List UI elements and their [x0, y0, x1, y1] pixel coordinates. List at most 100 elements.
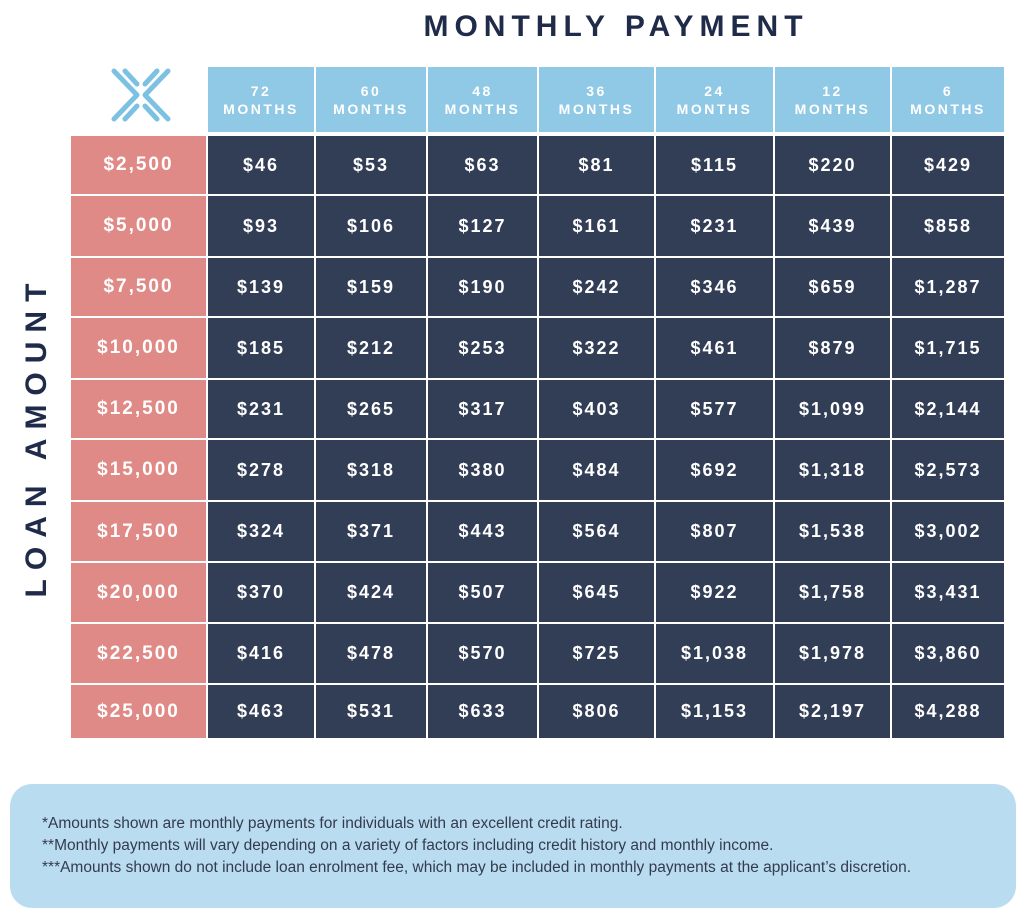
payment-value-cell: $4,288 [892, 685, 1004, 738]
column-header-unit: MONTHS [794, 100, 871, 117]
column-header: 72 MONTHS [208, 67, 314, 132]
payment-value-cell: $115 [656, 136, 773, 194]
payment-value-cell: $1,318 [775, 440, 890, 500]
column-header-unit: MONTHS [444, 100, 521, 117]
column-header: 24 MONTHS [656, 67, 773, 132]
payment-value-cell: $3,860 [892, 624, 1004, 683]
payment-value-cell: $231 [208, 380, 314, 438]
payment-value-cell: $53 [316, 136, 426, 194]
loan-amount-label: $5,000 [71, 196, 206, 256]
chart-title: MONTHLY PAYMENT [423, 10, 809, 43]
payment-value-cell: $484 [539, 440, 654, 500]
payment-value-cell: $139 [208, 258, 314, 316]
column-header: 12 MONTHS [775, 67, 890, 132]
loan-amount-label: $7,500 [71, 258, 206, 316]
payment-value-cell: $1,538 [775, 502, 890, 561]
payment-value-cell: $242 [539, 258, 654, 316]
column-header-number: 72 [250, 82, 272, 99]
butterfly-logo-icon [111, 68, 171, 122]
payment-value-cell: $1,758 [775, 563, 890, 622]
payment-value-cell: $443 [428, 502, 537, 561]
loan-amount-label: $25,000 [71, 685, 206, 738]
column-header-unit: MONTHS [223, 100, 299, 117]
payment-value-cell: $1,038 [656, 624, 773, 683]
payment-value-cell: $2,144 [892, 380, 1004, 438]
column-header-number: 60 [360, 82, 382, 99]
loan-amount-label: $12,500 [71, 380, 206, 438]
payment-value-cell: $380 [428, 440, 537, 500]
payment-value-cell: $439 [775, 196, 890, 256]
payment-value-cell: $2,197 [775, 685, 890, 738]
column-header-number: 6 [942, 82, 954, 99]
payment-value-cell: $159 [316, 258, 426, 316]
payment-value-cell: $461 [656, 318, 773, 378]
payment-value-cell: $577 [656, 380, 773, 438]
payment-value-cell: $3,431 [892, 563, 1004, 622]
payment-value-cell: $1,978 [775, 624, 890, 683]
payment-value-cell: $220 [775, 136, 890, 194]
payment-value-cell: $858 [892, 196, 1004, 256]
loan-amount-label: $20,000 [71, 563, 206, 622]
column-header-unit: MONTHS [910, 100, 986, 117]
payment-value-cell: $322 [539, 318, 654, 378]
column-header-number: 12 [822, 82, 843, 99]
payment-value-cell: $807 [656, 502, 773, 561]
payment-value-cell: $93 [208, 196, 314, 256]
footnote: ***Amounts shown do not include loan enr… [42, 859, 912, 876]
payment-value-cell: $46 [208, 136, 314, 194]
column-header: 60 MONTHS [316, 67, 426, 132]
payment-value-cell: $81 [539, 136, 654, 194]
loan-amount-label: $15,000 [71, 440, 206, 500]
loan-amount-label: $22,500 [71, 624, 206, 683]
payment-value-cell: $265 [316, 380, 426, 438]
payment-value-cell: $346 [656, 258, 773, 316]
payment-value-cell: $403 [539, 380, 654, 438]
payment-value-cell: $1,153 [656, 685, 773, 738]
payment-value-cell: $231 [656, 196, 773, 256]
loan-amount-label: $17,500 [71, 502, 206, 561]
payment-value-cell: $3,002 [892, 502, 1004, 561]
column-header-number: 36 [586, 82, 607, 99]
payment-value-cell: $324 [208, 502, 314, 561]
payment-value-cell: $1,287 [892, 258, 1004, 316]
payment-value-cell: $507 [428, 563, 537, 622]
payment-value-cell: $429 [892, 136, 1004, 194]
column-header-unit: MONTHS [676, 100, 753, 117]
loan-amount-label: $10,000 [71, 318, 206, 378]
payment-value-cell: $879 [775, 318, 890, 378]
payment-value-cell: $659 [775, 258, 890, 316]
payment-value-cell: $806 [539, 685, 654, 738]
payment-value-cell: $416 [208, 624, 314, 683]
payment-value-cell: $1,715 [892, 318, 1004, 378]
payment-value-cell: $1,099 [775, 380, 890, 438]
loan-amount-label: $2,500 [71, 136, 206, 194]
payment-value-cell: $463 [208, 685, 314, 738]
payment-value-cell: $317 [428, 380, 537, 438]
payment-value-cell: $253 [428, 318, 537, 378]
payment-value-cell: $212 [316, 318, 426, 378]
footnotes-panel: *Amounts shown are monthly payments for … [10, 784, 1016, 908]
payment-value-cell: $570 [428, 624, 537, 683]
footnote: *Amounts shown are monthly payments for … [42, 815, 623, 832]
column-header: 6 MONTHS [892, 67, 1004, 132]
payment-value-cell: $564 [539, 502, 654, 561]
payment-value-cell: $922 [656, 563, 773, 622]
payment-value-cell: $370 [208, 563, 314, 622]
payment-value-cell: $161 [539, 196, 654, 256]
column-header-unit: MONTHS [333, 100, 409, 117]
payment-value-cell: $127 [428, 196, 537, 256]
payment-value-cell: $106 [316, 196, 426, 256]
column-header: 48 MONTHS [428, 67, 537, 132]
payment-value-cell: $692 [656, 440, 773, 500]
payment-value-cell: $531 [316, 685, 426, 738]
payment-value-cell: $2,573 [892, 440, 1004, 500]
column-header-number: 48 [472, 82, 493, 99]
payment-value-cell: $645 [539, 563, 654, 622]
payment-value-cell: $318 [316, 440, 426, 500]
payment-value-cell: $278 [208, 440, 314, 500]
column-header: 36 MONTHS [539, 67, 654, 132]
payment-value-cell: $478 [316, 624, 426, 683]
payment-value-cell: $185 [208, 318, 314, 378]
payment-value-cell: $424 [316, 563, 426, 622]
column-header-number: 24 [704, 82, 725, 99]
